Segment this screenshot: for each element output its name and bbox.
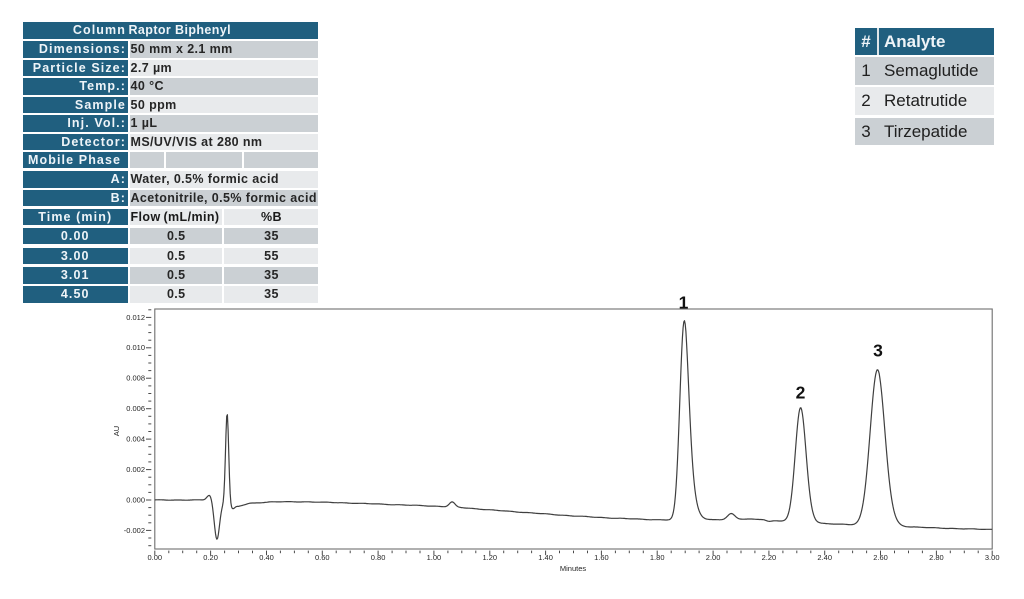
svg-text:3.00: 3.00 — [985, 553, 1000, 562]
svg-text:-0.002: -0.002 — [124, 526, 145, 535]
svg-text:0.002: 0.002 — [126, 465, 145, 474]
svg-text:2.60: 2.60 — [873, 553, 888, 562]
svg-text:0.006: 0.006 — [126, 404, 145, 413]
svg-text:1.60: 1.60 — [594, 553, 609, 562]
svg-text:1.20: 1.20 — [482, 553, 497, 562]
svg-text:2.40: 2.40 — [817, 553, 832, 562]
svg-text:1.40: 1.40 — [538, 553, 553, 562]
svg-text:0.004: 0.004 — [126, 435, 145, 444]
svg-text:0.60: 0.60 — [315, 553, 330, 562]
svg-text:0.80: 0.80 — [371, 553, 386, 562]
svg-text:1.80: 1.80 — [650, 553, 665, 562]
svg-text:0.000: 0.000 — [126, 495, 145, 504]
svg-text:2.20: 2.20 — [762, 553, 777, 562]
svg-text:AU: AU — [112, 426, 121, 436]
svg-text:0.20: 0.20 — [203, 553, 218, 562]
svg-text:1.00: 1.00 — [427, 553, 442, 562]
svg-text:0.40: 0.40 — [259, 553, 274, 562]
svg-text:2.80: 2.80 — [929, 553, 944, 562]
svg-text:0.00: 0.00 — [147, 553, 162, 562]
svg-text:0.008: 0.008 — [126, 374, 145, 383]
svg-text:0.012: 0.012 — [126, 313, 145, 322]
svg-text:1: 1 — [679, 293, 689, 313]
svg-text:2.00: 2.00 — [706, 553, 721, 562]
svg-text:2: 2 — [796, 383, 806, 403]
svg-text:0.010: 0.010 — [126, 343, 145, 352]
svg-text:3: 3 — [873, 341, 883, 361]
svg-text:Minutes: Minutes — [560, 564, 587, 573]
